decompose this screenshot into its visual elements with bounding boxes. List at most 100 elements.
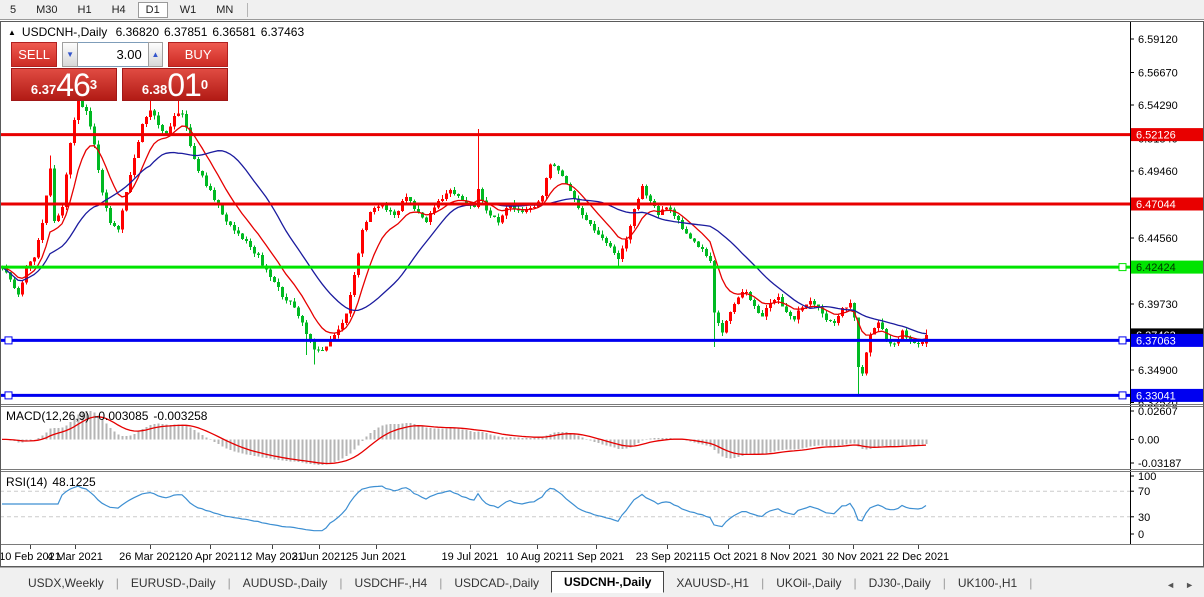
svg-text:4 Mar 2021: 4 Mar 2021 [47,551,103,563]
tab-uk100-h1[interactable]: UK100-,H1 [957,576,1018,590]
tab-usdcad-daily[interactable]: USDCAD-,Daily [454,576,540,590]
rsi-name: RSI(14) [6,475,48,489]
collapse-trade-panel-icon[interactable]: ▲ [8,28,16,37]
svg-text:6.47044: 6.47044 [1136,199,1176,211]
volume-decrease-button[interactable]: ▼ [62,42,78,67]
fast-ma-line [1,125,927,341]
timeframe-button-w1[interactable]: W1 [179,3,197,16]
tab-separator: | [227,576,231,590]
macd-label: MACD(12,26,9) -0.003085 -0.003258 [6,409,212,423]
level-price-label: 6.52126 [1131,128,1203,142]
tab-separator: | [942,576,946,590]
svg-text:6.59120: 6.59120 [1138,34,1178,46]
svg-text:1 Sep 2021: 1 Sep 2021 [568,551,624,563]
slow-ma-line [1,150,927,335]
tab-dj30-daily[interactable]: DJ30-,Daily [868,576,931,590]
line-handle[interactable] [1118,336,1127,345]
tab-scroll-right-icon[interactable]: ► [1185,580,1194,590]
sell-price-sup: 3 [89,77,98,92]
svg-text:23 Sep 2021: 23 Sep 2021 [636,551,698,563]
buy-price-sup: 0 [200,77,209,92]
svg-text:8 Nov 2021: 8 Nov 2021 [761,551,817,563]
svg-text:15 Oct 2021: 15 Oct 2021 [698,551,758,563]
buy-price-big: 01 [167,67,202,103]
timeframe-button-mn[interactable]: MN [216,3,234,16]
tab-scroll-left-icon[interactable]: ◄ [1166,580,1176,590]
macd-value-signal: -0.003258 [153,409,208,423]
rsi-line [2,485,927,532]
svg-text:26 Mar 2021: 26 Mar 2021 [119,551,181,563]
tab-usdchf-h4[interactable]: USDCHF-,H4 [354,576,428,590]
svg-text:6.49460: 6.49460 [1138,166,1178,178]
chart-symbol-label: USDCNH-,Daily [21,25,108,39]
sell-price-box[interactable]: 6.37 46 3 [11,68,117,101]
sell-price-small: 6.37 [30,82,57,97]
macd-pane: 0.02607 0.00 -0.03187 [2,406,1181,470]
svg-text:6.52126: 6.52126 [1136,130,1176,142]
line-handle[interactable] [1118,263,1127,272]
horizontal-level-line[interactable] [0,391,1130,400]
svg-text:19 Jul 2021: 19 Jul 2021 [442,551,499,563]
svg-text:6.54290: 6.54290 [1138,100,1178,112]
macd-name: MACD(12,26,9) [6,409,90,423]
timeframe-button-m30[interactable]: M30 [36,3,58,16]
volume-increase-button[interactable]: ▲ [147,42,164,67]
line-handle[interactable] [1118,391,1127,400]
tab-separator: | [115,576,119,590]
svg-text:6.56670: 6.56670 [1138,68,1178,80]
timeframe-button-d1[interactable]: D1 [137,1,168,18]
tab-separator: | [761,576,765,590]
horizontal-level-line[interactable] [0,263,1130,272]
tab-ukoil-daily[interactable]: UKOil-,Daily [776,576,842,590]
tab-separator: | [439,576,443,590]
line-handle[interactable] [4,336,13,345]
tab-separator: | [339,576,343,590]
svg-text:30 Nov 2021: 30 Nov 2021 [822,551,884,563]
tab-audusd-daily[interactable]: AUDUSD-,Daily [242,576,328,590]
price-chart-canvas[interactable]: 6.591206.566706.542906.518406.494606.445… [0,21,1204,567]
horizontal-level-line[interactable] [0,336,1130,345]
svg-text:3 Jun 2021: 3 Jun 2021 [292,551,346,563]
level-price-label: 6.42424 [1131,260,1203,274]
line-handle[interactable] [4,391,13,400]
tab-separator: | [1029,576,1033,590]
chart-area: 6.591206.566706.542906.518406.494606.445… [0,21,1204,567]
ohlc-close: 6.37463 [260,25,305,39]
sell-button[interactable]: SELL [11,42,58,67]
tab-usdx-weekly[interactable]: USDX,Weekly [28,576,104,590]
tab-usdcnh-daily[interactable]: USDCNH-,Daily [551,571,665,593]
svg-text:6.37063: 6.37063 [1136,335,1176,347]
rsi-label: RSI(14) 48.1225 [6,475,101,489]
svg-text:10 Aug 2021: 10 Aug 2021 [506,551,568,563]
svg-text:22 Dec 2021: 22 Dec 2021 [887,551,949,563]
level-price-label: 6.37063 [1131,333,1203,347]
svg-text:-0.03187: -0.03187 [1138,458,1181,470]
timeframe-toolbar: 5 M30 H1 H4 D1 W1 MN [0,0,1204,20]
timeframe-button-h1[interactable]: H1 [77,3,92,16]
buy-price-box[interactable]: 6.38 01 0 [122,68,228,101]
svg-text:10 Feb 2021: 10 Feb 2021 [0,551,61,563]
svg-text:30: 30 [1138,512,1150,524]
buy-button[interactable]: BUY [168,42,229,67]
rsi-value: 48.1225 [52,475,96,489]
symbol-tabbar: USDX,Weekly | EURUSD-,Daily | AUDUSD-,Daily |… [0,567,1204,597]
sell-price-big: 46 [56,67,91,103]
buy-price-small: 6.38 [141,82,168,97]
macd-value-main: -0.003085 [94,409,149,423]
svg-text:6.39730: 6.39730 [1138,299,1178,311]
timeframe-button-5[interactable]: 5 [10,3,17,16]
svg-text:0.02607: 0.02607 [1138,406,1178,418]
timeframe-button-h4[interactable]: H4 [111,3,126,16]
level-price-label: 6.33041 [1131,388,1203,402]
svg-text:6.44560: 6.44560 [1138,233,1178,245]
level-price-label: 6.47044 [1131,197,1203,211]
svg-text:0: 0 [1138,529,1144,541]
volume-input[interactable] [77,42,148,67]
ohlc-open: 6.36820 [115,25,159,39]
svg-text:20 Apr 2021: 20 Apr 2021 [180,551,239,563]
tab-eurusd-daily[interactable]: EURUSD-,Daily [130,576,216,590]
svg-text:6.42424: 6.42424 [1136,262,1176,274]
tab-xauusd-h1[interactable]: XAUUSD-,H1 [676,576,750,590]
